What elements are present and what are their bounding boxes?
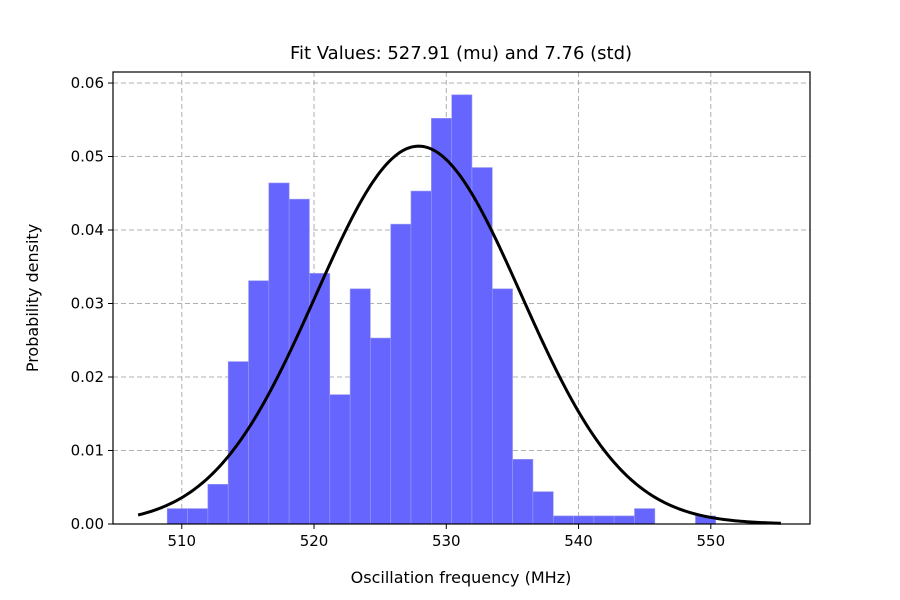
x-axis-label: Oscillation frequency (MHz): [351, 568, 572, 587]
histogram-bar: [532, 491, 554, 525]
histogram-bar: [390, 223, 412, 525]
histogram-bar: [431, 118, 453, 525]
histogram-bar: [471, 167, 493, 525]
y-tick-label: 0.03: [71, 295, 104, 313]
x-tick-label: 530: [432, 532, 461, 550]
x-tick-label: 510: [167, 532, 196, 550]
histogram-bar: [166, 508, 188, 525]
y-tick-label: 0.00: [71, 515, 104, 533]
histogram-bar: [410, 190, 432, 525]
plot-area-frame: [112, 71, 811, 525]
x-tick-label: 540: [564, 532, 593, 550]
histogram-bar: [349, 288, 371, 525]
histogram-bar: [552, 515, 574, 525]
y-tick-label: 0.05: [71, 148, 104, 166]
x-axis-ticks: 510 520 530 540 550: [167, 524, 725, 550]
y-tick-label: 0.06: [71, 74, 104, 92]
chart-title: Fit Values: 527.91 (mu) and 7.76 (std): [290, 43, 632, 64]
histogram-bar: [634, 508, 656, 525]
histogram-bar: [512, 459, 534, 525]
histogram-bar: [370, 337, 392, 525]
histogram-bar: [451, 94, 473, 525]
histogram-bar: [207, 484, 229, 525]
histogram-bar: [329, 394, 351, 525]
histogram-bar: [309, 273, 331, 525]
histogram-bar: [288, 198, 310, 525]
histogram-bar: [593, 515, 615, 525]
histogram-bar: [492, 288, 513, 525]
histogram-bars: [166, 94, 717, 525]
histogram-bar: [268, 182, 290, 525]
histogram-bar: [613, 515, 635, 525]
y-tick-label: 0.01: [71, 442, 104, 460]
y-tick-label: 0.04: [71, 221, 104, 239]
x-tick-label: 550: [696, 532, 725, 550]
histogram-bar: [573, 515, 595, 525]
y-tick-label: 0.02: [71, 368, 104, 386]
y-axis-ticks: 0.00 0.01 0.02 0.03 0.04 0.05 0.06: [71, 74, 113, 533]
x-tick-label: 520: [300, 532, 329, 550]
y-axis-label: Probability density: [23, 224, 42, 372]
histogram-bar: [187, 508, 209, 525]
normal-fit-curve: [137, 144, 781, 525]
